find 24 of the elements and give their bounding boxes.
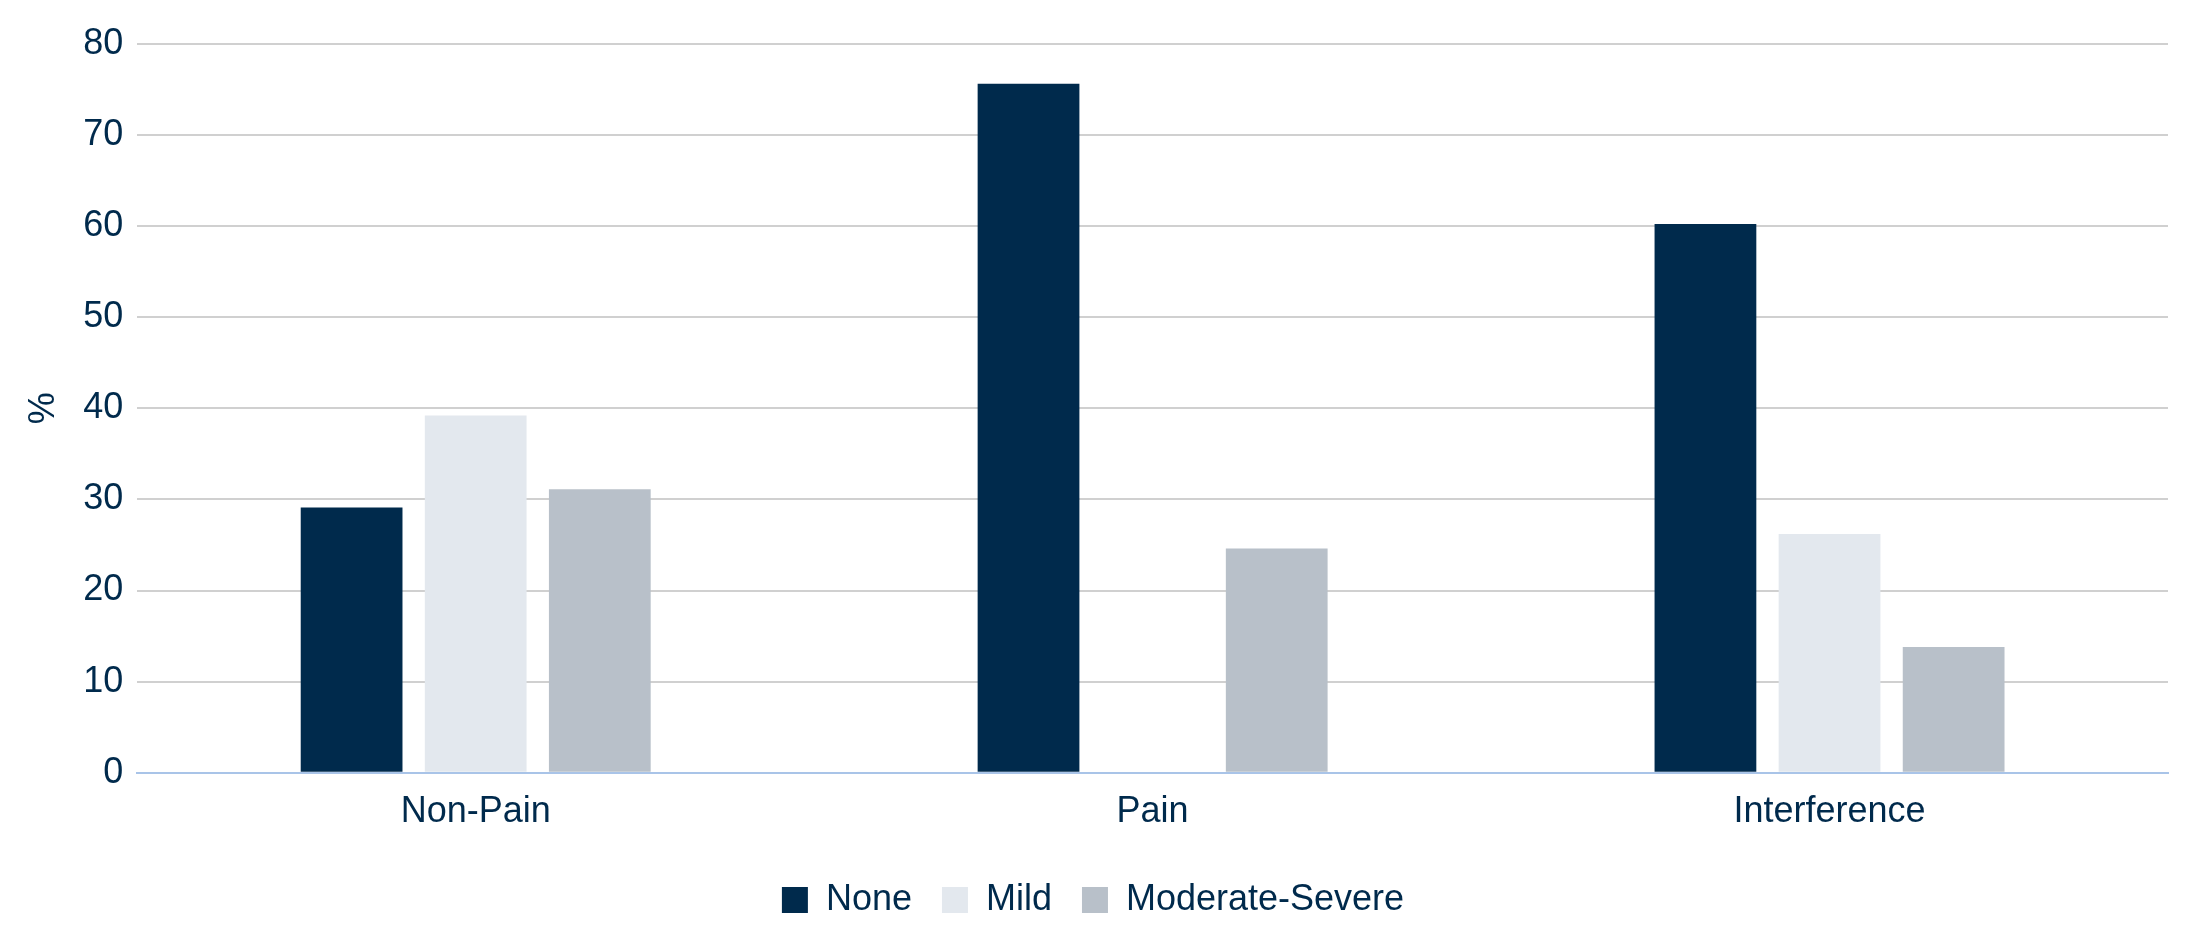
y-tick-label: 0 [103,749,124,791]
y-tick-label: 20 [83,567,124,609]
y-tick-label: 80 [83,20,124,62]
bar [424,415,527,772]
legend-label: None [825,876,912,918]
bar [977,83,1080,772]
bar [1654,224,1757,772]
legend-label: Moderate-Severe [1125,876,1405,918]
bar [548,489,651,772]
bar [1778,533,1881,772]
y-axis-title: % [20,392,62,425]
x-tick-label: Pain [1116,789,1189,831]
y-tick-label: 10 [83,658,124,700]
bar [1225,548,1328,772]
y-tick-label: 30 [83,476,124,518]
x-tick-label: Interference [1733,789,1926,831]
bar [300,507,403,772]
x-tick-label: Non-Pain [400,789,551,831]
y-tick-label: 50 [83,293,124,335]
y-tick-label: 60 [83,202,124,244]
y-tick-label: 40 [83,385,124,427]
y-tick-label: 70 [83,111,124,153]
bar [1902,647,2005,772]
legend-label: Mild [985,876,1052,918]
